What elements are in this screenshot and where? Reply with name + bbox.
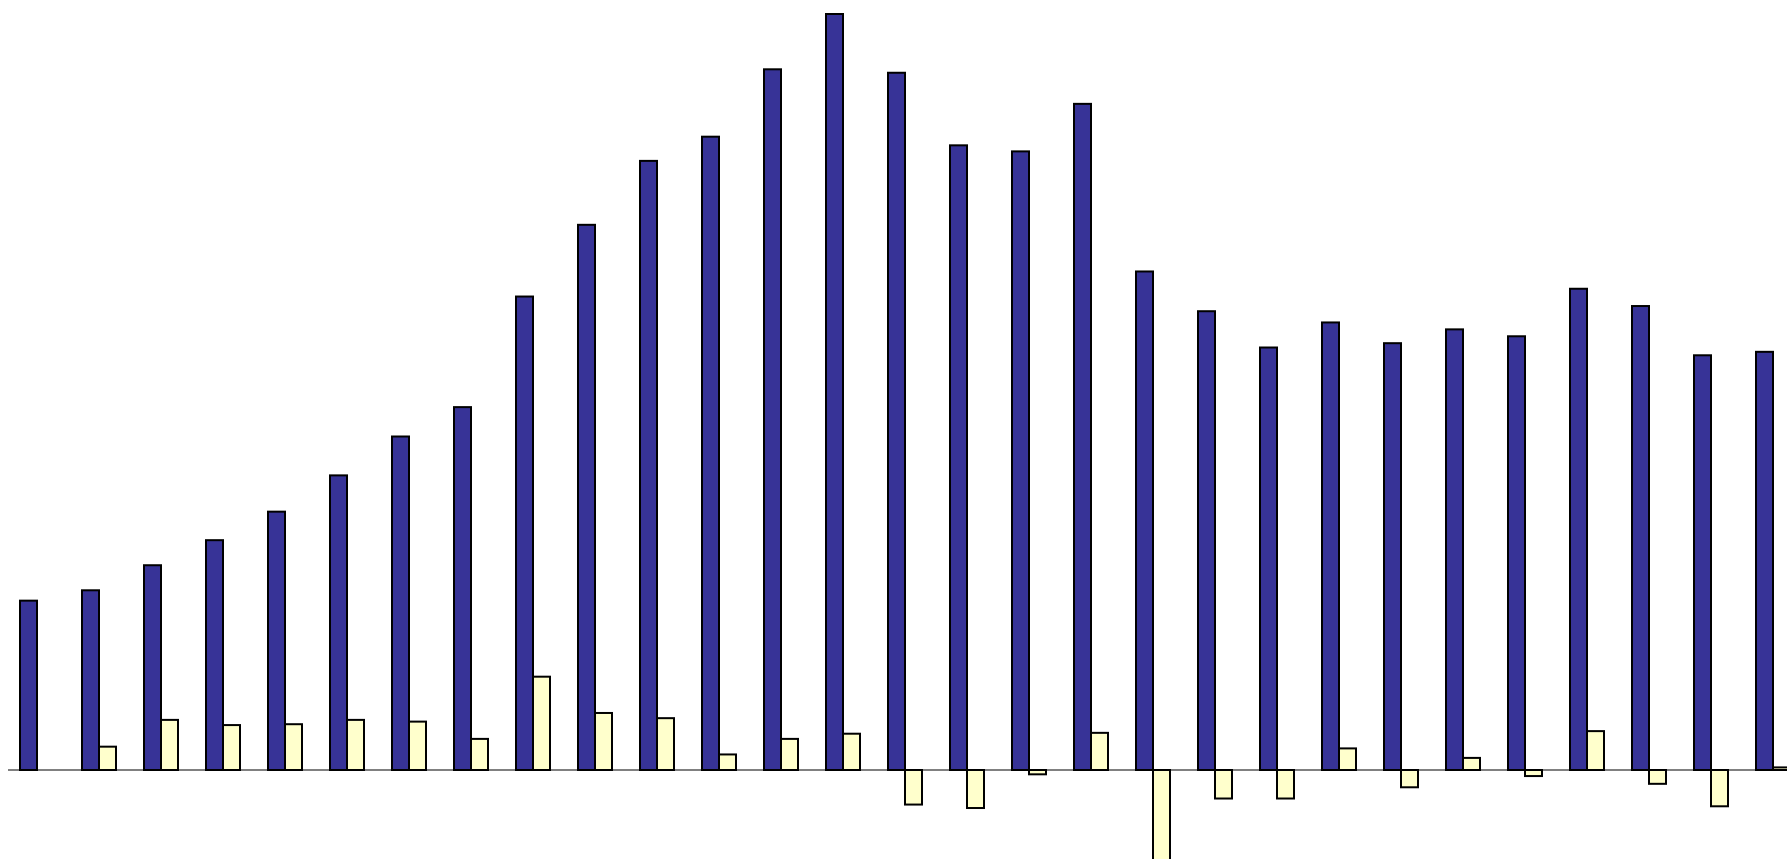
bar-series-1-14 xyxy=(825,13,844,771)
bar-series-1-27 xyxy=(1631,305,1650,771)
bar-series-2-9 xyxy=(532,675,551,771)
bar-series-2-3 xyxy=(160,718,179,771)
bar-series-2-18 xyxy=(1090,731,1109,772)
bar-series-1-16 xyxy=(949,144,968,771)
bar-series-1-12 xyxy=(701,135,720,772)
bar-series-2-26 xyxy=(1586,730,1605,771)
bar-series-1-24 xyxy=(1445,328,1464,771)
bar-series-1-13 xyxy=(763,68,782,771)
bar-series-1-23 xyxy=(1383,342,1402,771)
bar-series-2-25 xyxy=(1524,769,1543,778)
bar-series-1-20 xyxy=(1197,310,1216,771)
bar-series-1-22 xyxy=(1321,321,1340,771)
bar-series-1-18 xyxy=(1073,102,1092,771)
bar-series-2-27 xyxy=(1648,769,1667,785)
bar-series-2-7 xyxy=(408,720,427,772)
bar-series-2-6 xyxy=(346,718,365,771)
bar-series-2-19 xyxy=(1152,769,1171,859)
bar-series-2-11 xyxy=(656,717,675,771)
bar-series-2-21 xyxy=(1276,769,1295,800)
bar-series-1-19 xyxy=(1135,270,1154,771)
bar-series-1-21 xyxy=(1259,346,1278,771)
bar-series-1-3 xyxy=(143,564,162,771)
bar-series-2-5 xyxy=(284,723,303,772)
bar-series-2-22 xyxy=(1338,747,1357,772)
bar-series-1-8 xyxy=(453,406,472,771)
bar-series-2-16 xyxy=(966,769,985,810)
bar-series-2-13 xyxy=(780,737,799,771)
bar-series-1-17 xyxy=(1011,150,1030,772)
bar-series-1-6 xyxy=(329,474,348,771)
bar-series-1-25 xyxy=(1507,335,1526,771)
bar-series-1-9 xyxy=(515,295,534,771)
bar-series-1-28 xyxy=(1693,354,1712,771)
bar-series-1-1 xyxy=(19,599,38,771)
bar-series-2-12 xyxy=(718,753,737,771)
bar-series-2-14 xyxy=(842,732,861,771)
bar-series-1-10 xyxy=(577,223,596,772)
bar-series-1-7 xyxy=(391,435,410,771)
bar-series-2-28 xyxy=(1710,769,1729,808)
bar-series-2-4 xyxy=(222,724,241,772)
bar-series-2-24 xyxy=(1462,756,1481,771)
bar-series-2-8 xyxy=(470,737,489,771)
bar-series-2-15 xyxy=(904,769,923,806)
bar-series-1-2 xyxy=(81,589,100,772)
bar-series-1-29 xyxy=(1755,350,1774,771)
bar-series-2-2 xyxy=(98,745,117,771)
bar-series-1-4 xyxy=(205,539,224,772)
bar-series-1-26 xyxy=(1569,287,1588,771)
bar-series-2-20 xyxy=(1214,769,1233,800)
bar-series-1-11 xyxy=(639,159,658,771)
bar-series-2-17 xyxy=(1028,769,1047,776)
bar-series-2-23 xyxy=(1400,769,1419,789)
bars-layer xyxy=(19,13,1787,859)
bar-series-2-10 xyxy=(594,711,613,772)
bar-series-1-15 xyxy=(887,71,906,771)
bar-series-1-5 xyxy=(267,510,286,771)
